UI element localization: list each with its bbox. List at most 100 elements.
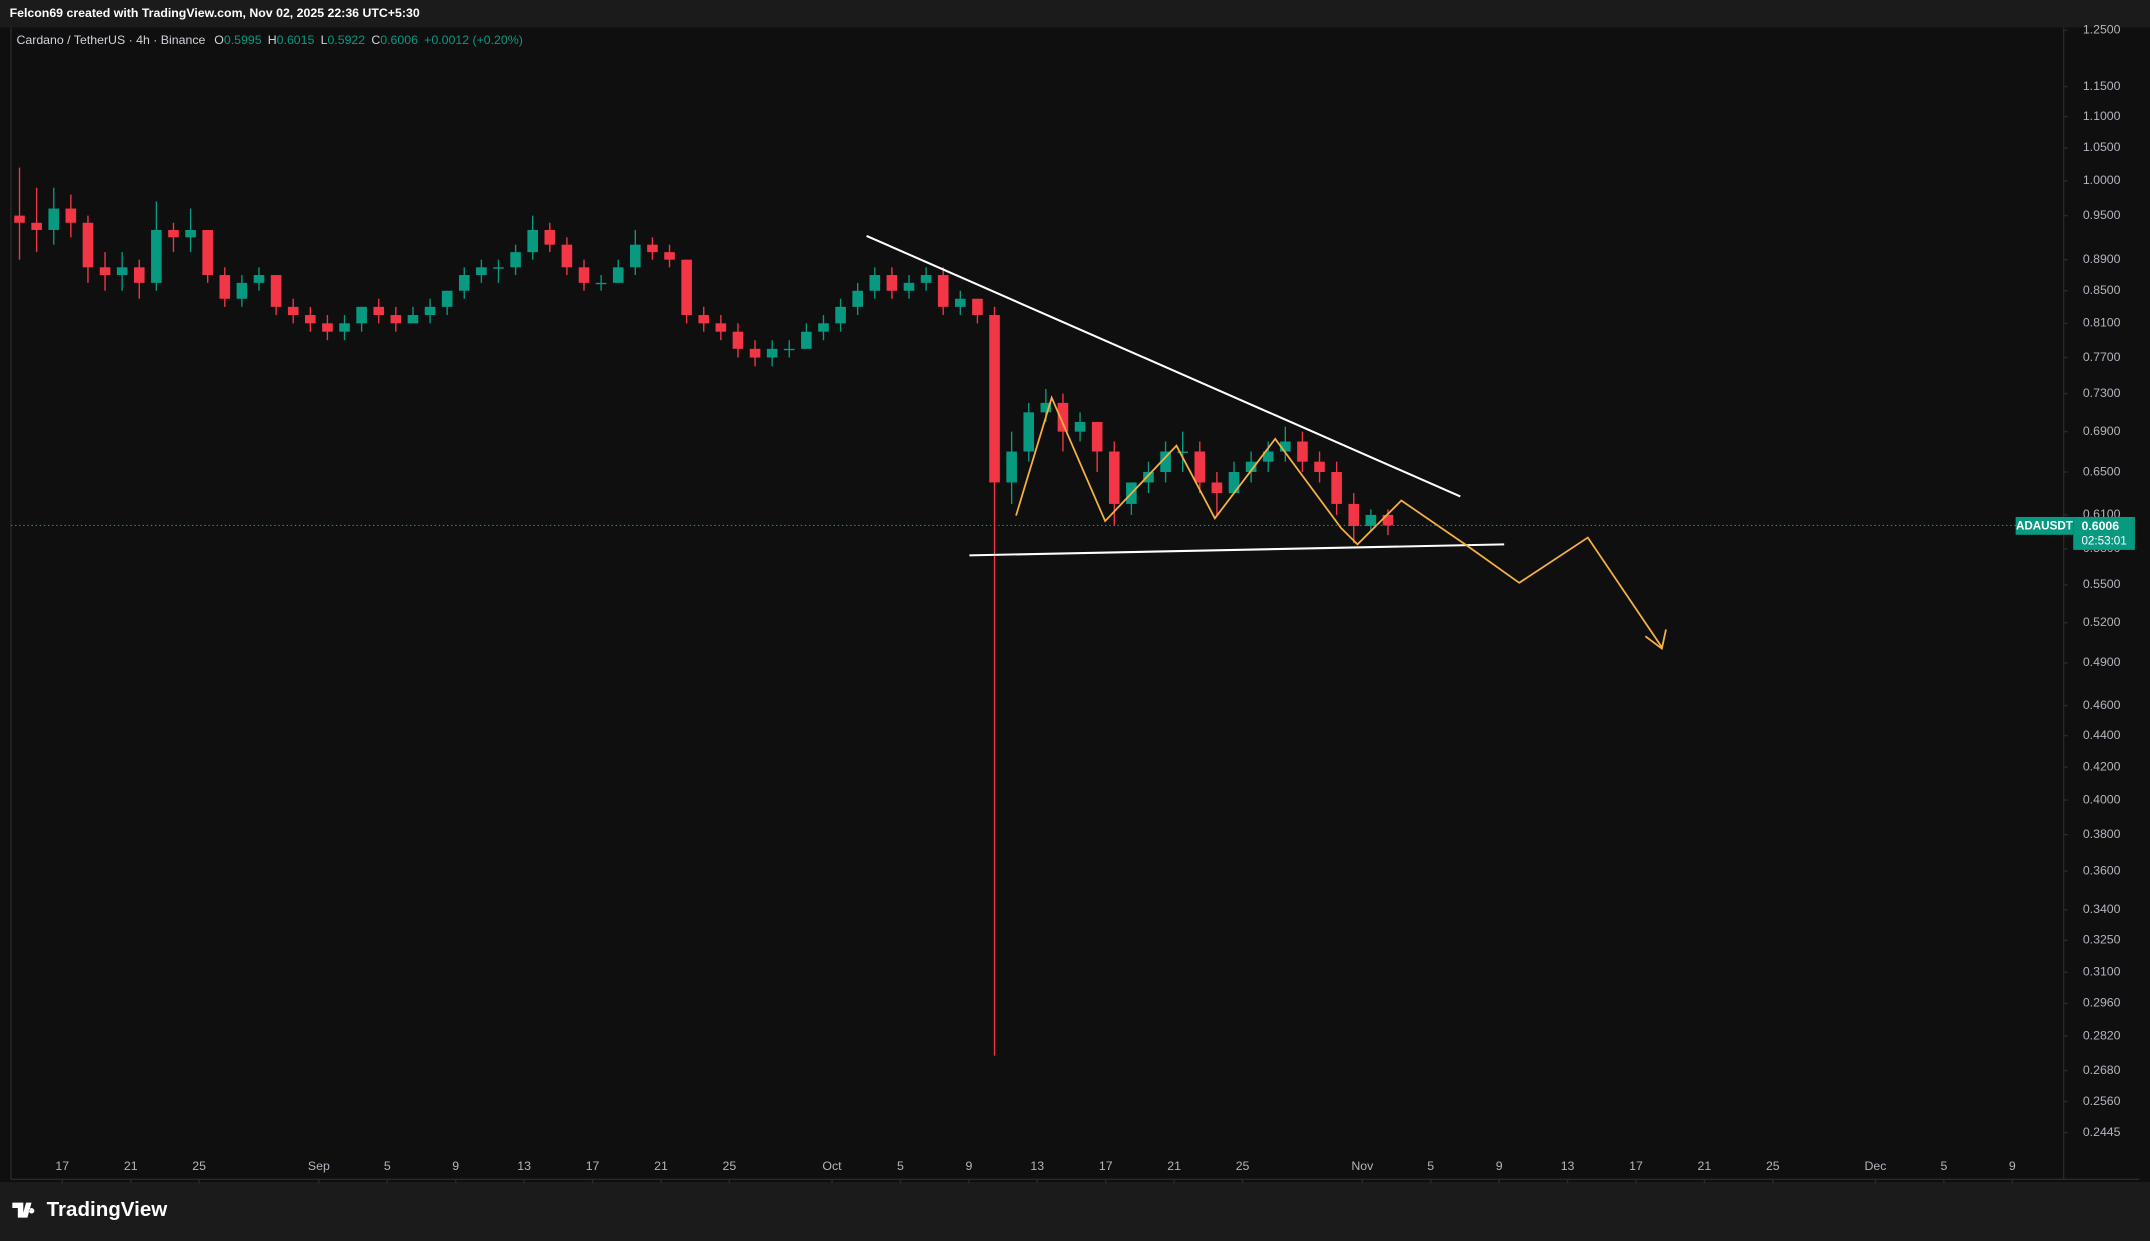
candle-body [1297, 441, 1308, 462]
candle-body [1143, 471, 1154, 483]
candle-body [1023, 412, 1035, 452]
ohlc-key: C [371, 33, 380, 47]
candle-body [287, 306, 299, 316]
y-tick-label: 0.2680 [2083, 1063, 2121, 1077]
x-tick-label: 17 [586, 1159, 600, 1173]
x-tick-label: 9 [1496, 1159, 1503, 1173]
x-tick-label: 21 [124, 1159, 138, 1173]
candle-body [1006, 451, 1017, 483]
candle-body [732, 331, 744, 349]
candle-body [1262, 451, 1274, 462]
candle-body [82, 222, 94, 268]
candle-body [681, 259, 692, 316]
candle-body [801, 331, 812, 349]
x-tick-label: 25 [723, 1159, 737, 1173]
ohlc-value: 0.5995 [224, 33, 262, 47]
y-tick-label: 0.5200 [2083, 615, 2121, 629]
ohlc-value: 0.6015 [277, 33, 315, 47]
y-tick-label: 0.4600 [2083, 698, 2121, 712]
y-tick-label: 0.2820 [2083, 1028, 2121, 1042]
legend: Cardano / TetherUS · 4h · Binance O0.599… [16, 33, 522, 47]
candle-body [715, 323, 727, 332]
x-tick-label: 25 [1766, 1159, 1780, 1173]
candle-body [133, 267, 145, 283]
candle-body [544, 229, 556, 245]
candle-body [1091, 421, 1103, 452]
symbol: Cardano / TetherUS · 4h · Binance [16, 33, 205, 47]
candle-body [14, 215, 25, 223]
y-tick-label: 0.3800 [2083, 827, 2121, 841]
x-tick-label: 5 [897, 1159, 904, 1173]
price-tag-box [2073, 516, 2135, 550]
logo-text: TradingView [47, 1198, 169, 1221]
header-bar [0, 0, 2150, 28]
candle-body [373, 306, 385, 316]
candle-body [493, 267, 504, 269]
candle-body [527, 229, 538, 253]
logo-mark [12, 1202, 35, 1218]
y-tick-label: 1.1500 [2083, 79, 2121, 93]
footer-bar [0, 1181, 2150, 1241]
y-tick-label: 0.8500 [2083, 283, 2121, 297]
x-tick-label: 21 [654, 1159, 668, 1173]
y-tick-label: 0.2445 [2083, 1125, 2121, 1139]
y-tick-label: 1.0000 [2083, 173, 2121, 187]
candle-body [1074, 421, 1086, 432]
candle-body [510, 252, 521, 268]
trendline [866, 234, 1461, 498]
candle-body [185, 229, 196, 238]
candle-body [270, 275, 282, 307]
trendline [969, 543, 1505, 557]
ohlc-key: H [268, 33, 277, 47]
y-tick-label: 1.1000 [2083, 109, 2121, 123]
y-tick-label: 0.8100 [2083, 316, 2121, 330]
candle-body [339, 323, 350, 332]
y-tick-label: 0.4200 [2083, 759, 2121, 773]
y-tick-label: 0.5500 [2083, 577, 2121, 591]
change: +0.0012 (+0.20%) [424, 33, 523, 47]
candle-body [476, 267, 487, 276]
candle-body [390, 315, 402, 324]
projection-path [1015, 395, 1663, 648]
candle-body [1160, 451, 1171, 472]
x-tick-label: 9 [2009, 1159, 2016, 1173]
candle-body [989, 315, 1000, 483]
candle-body [1108, 451, 1120, 504]
candle-body [920, 275, 932, 283]
candle-body [937, 275, 949, 307]
x-tick-label: 13 [517, 1159, 531, 1173]
candle-body [647, 244, 658, 253]
candle-body [869, 275, 881, 291]
x-tick-label: 5 [384, 1159, 391, 1173]
ohlc-key: L [321, 33, 328, 47]
ohlc-value: 0.6006 [380, 33, 418, 47]
price-tag-countdown: 02:53:01 [2081, 535, 2126, 548]
candle-body [1365, 514, 1377, 527]
x-tick-label: 25 [192, 1159, 206, 1173]
x-tick-label: 21 [1698, 1159, 1712, 1173]
x-tick-label: 13 [1561, 1159, 1575, 1173]
y-tick-label: 0.3600 [2083, 863, 2121, 877]
candle-body [458, 275, 470, 291]
x-tick-label: Sep [308, 1159, 330, 1173]
candle-body [65, 208, 77, 223]
x-tick-label: 9 [965, 1159, 972, 1173]
attribution: Felcon69 created with TradingView.com, N… [10, 6, 420, 20]
candle-body [168, 229, 179, 238]
y-tick-label: 0.3100 [2083, 964, 2121, 978]
candle-body [955, 298, 966, 307]
y-tick-label: 0.4900 [2083, 655, 2121, 669]
candle-body [903, 282, 915, 291]
candle-body [1194, 451, 1206, 483]
candle-body [749, 348, 761, 358]
symbol-tag-label: ADAUSDT [2016, 520, 2073, 533]
y-tick-label: 0.7300 [2083, 386, 2121, 400]
candle-body [1314, 461, 1325, 472]
x-tick-label: 17 [1099, 1159, 1113, 1173]
x-tick-label: 17 [55, 1159, 69, 1173]
ohlc-key: O [214, 33, 224, 47]
candle-body [1245, 461, 1257, 472]
candle-body [48, 208, 60, 230]
